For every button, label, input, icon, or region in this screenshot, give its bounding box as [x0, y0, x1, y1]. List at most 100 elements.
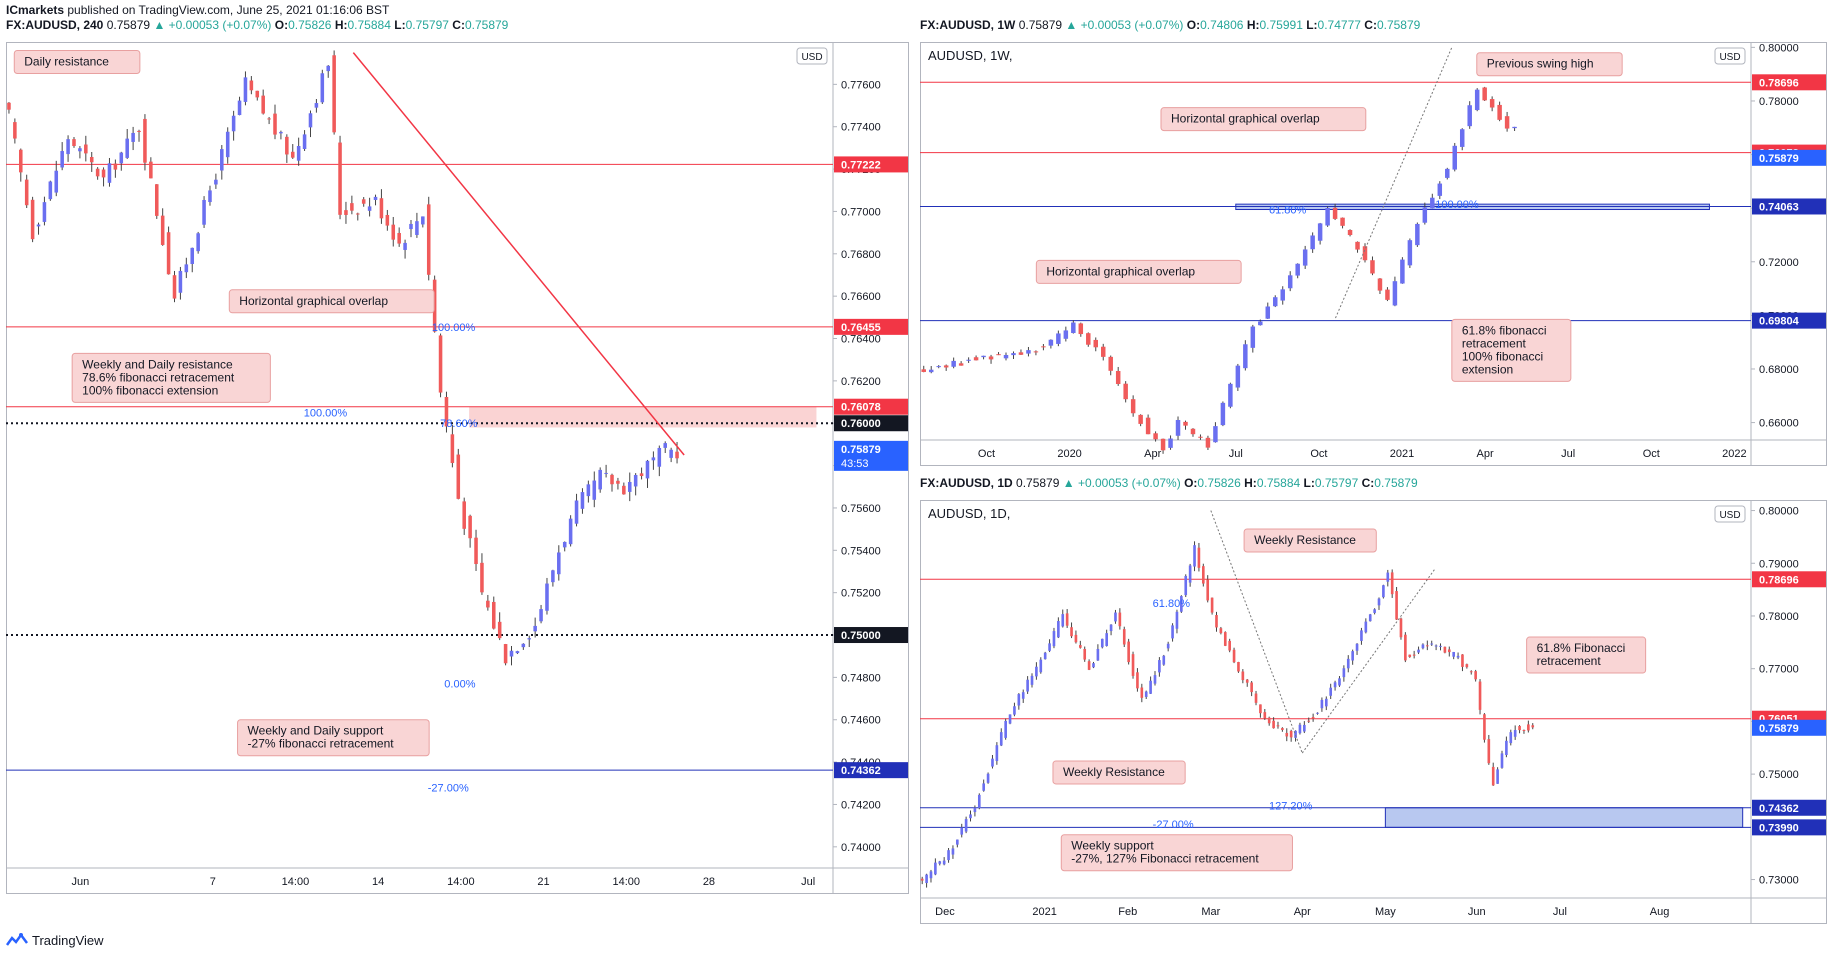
x-tick-label: Apr: [1477, 448, 1494, 460]
candle: [973, 355, 979, 361]
candle-body: [936, 366, 941, 368]
candle: [1048, 339, 1054, 349]
x-tick-label: 21: [537, 876, 549, 888]
candle-body: [237, 100, 242, 116]
fib-swing-line: [1301, 568, 1436, 754]
candle: [456, 448, 461, 500]
candle: [1245, 678, 1249, 687]
candle: [1087, 659, 1091, 671]
candle-body: [261, 95, 265, 114]
candle: [54, 160, 59, 197]
candle: [231, 110, 236, 141]
candle-body: [1407, 240, 1413, 266]
candle: [397, 227, 401, 247]
candle-body: [1370, 260, 1375, 274]
y-tick-label: 0.74600: [841, 715, 881, 727]
w1-candlestick-chart[interactable]: 0.800000.780000.760000.740000.720000.700…: [920, 42, 1827, 466]
candle: [533, 617, 537, 638]
candle: [225, 127, 230, 164]
callout-text: Weekly Resistance: [1063, 765, 1165, 779]
candle-body: [1340, 217, 1345, 226]
callout-text: 78.6% fibonacci retracement: [82, 370, 235, 384]
callout-text: 61.8% Fibonacci: [1537, 641, 1626, 655]
candle-body: [1017, 694, 1021, 706]
candle-body: [432, 279, 437, 332]
candle-body: [515, 651, 520, 654]
candle-body: [486, 600, 490, 608]
candle-body: [929, 871, 933, 879]
candle: [1078, 322, 1084, 337]
candle: [947, 847, 950, 863]
candle: [1183, 420, 1188, 430]
tradingview-footer[interactable]: TradingView: [6, 930, 104, 950]
candle: [1108, 355, 1113, 376]
candle: [237, 96, 242, 116]
candle-body: [1175, 419, 1181, 436]
candle-body: [1483, 714, 1486, 740]
candle-body: [1474, 89, 1480, 111]
candle-body: [1342, 668, 1346, 678]
candle: [1434, 644, 1438, 651]
candle: [1171, 623, 1174, 642]
publish-text: published on TradingView.com, June 25, 2…: [64, 3, 390, 17]
candle: [314, 99, 319, 113]
h4-candlestick-chart[interactable]: 0.776000.774000.772000.770000.768000.766…: [6, 42, 909, 894]
candle: [415, 212, 419, 238]
candle-body: [951, 848, 955, 855]
candle-body: [1377, 278, 1383, 291]
candle-body: [190, 247, 195, 265]
y-tick-label: 0.77000: [841, 206, 881, 218]
d1-candlestick-chart[interactable]: 0.800000.790000.780000.770000.760000.750…: [920, 500, 1827, 924]
candle: [1130, 395, 1136, 417]
candle: [373, 194, 378, 206]
candle: [1467, 101, 1472, 129]
candle: [1193, 541, 1196, 572]
candle-body: [1368, 614, 1372, 622]
candle-body: [1467, 105, 1472, 127]
candle: [1149, 676, 1152, 694]
candle: [1342, 665, 1346, 682]
callout-box: [1052, 760, 1186, 785]
candle: [1190, 428, 1196, 437]
candle: [943, 364, 949, 371]
candle: [36, 222, 41, 235]
candle-body: [1518, 725, 1521, 731]
candle: [1474, 88, 1480, 112]
currency-label: USD: [801, 52, 822, 63]
candle-body: [208, 190, 212, 203]
author-name[interactable]: ICmarkets: [6, 3, 65, 17]
candle-body: [1018, 352, 1024, 355]
w1-chart-header: FX:AUDUSD, 1W 0.75879 ▲ +0.00053 (+0.07%…: [920, 18, 1421, 32]
candle: [1298, 722, 1302, 735]
candle: [1408, 654, 1412, 658]
candle-body: [1452, 145, 1457, 170]
candle-body: [943, 365, 949, 368]
candle-body: [669, 449, 673, 458]
candle-body: [947, 850, 950, 861]
candle-body: [1127, 641, 1130, 663]
candle-body: [1373, 609, 1376, 613]
candle-body: [1245, 679, 1249, 683]
candle-body: [403, 242, 407, 250]
candle-body: [1184, 575, 1188, 596]
candle: [942, 857, 946, 866]
candle: [1303, 721, 1306, 734]
d1-price: 0.75879: [1016, 476, 1060, 490]
candle: [486, 594, 490, 611]
candle: [1324, 696, 1328, 711]
candle: [1021, 689, 1025, 703]
candle: [285, 134, 289, 163]
candle: [1041, 343, 1046, 351]
d1-chart-header: FX:AUDUSD, 1D 0.75879 ▲ +0.00053 (+0.07%…: [920, 476, 1418, 490]
candle: [1198, 434, 1203, 440]
candle: [1386, 569, 1390, 587]
candle-body: [981, 355, 986, 358]
candle-body: [1500, 753, 1504, 768]
candle: [921, 365, 926, 373]
candle: [1018, 349, 1024, 356]
candle-body: [1338, 678, 1341, 686]
candle-body: [1531, 725, 1535, 728]
candle: [951, 845, 955, 859]
chart-frame: [920, 42, 1827, 466]
candle: [1175, 416, 1181, 440]
